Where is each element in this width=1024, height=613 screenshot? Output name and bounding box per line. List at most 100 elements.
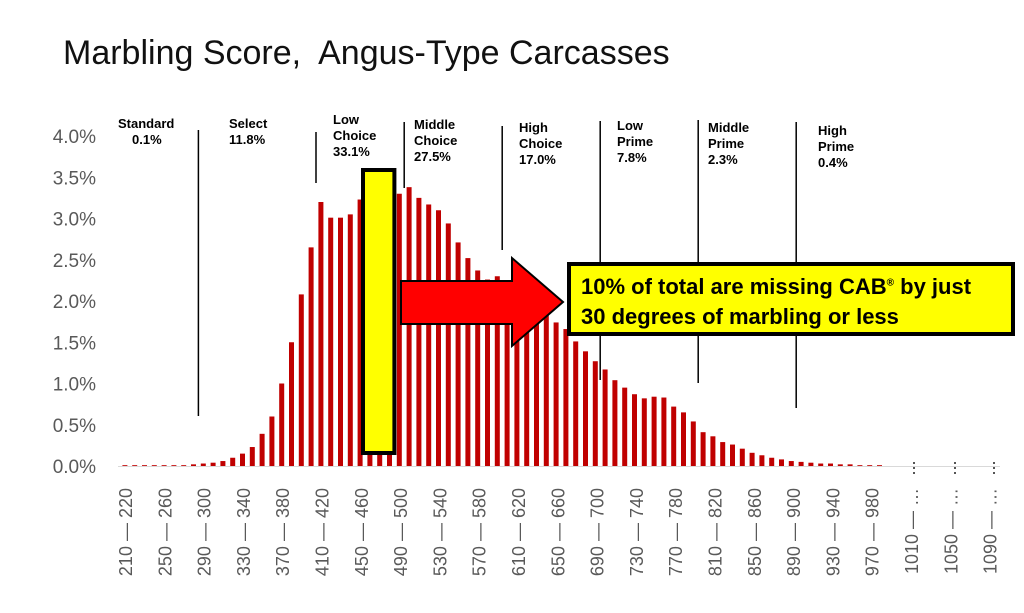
bar <box>269 416 275 466</box>
bar <box>710 436 716 466</box>
bar <box>749 452 755 466</box>
bar <box>338 217 343 466</box>
bar <box>171 465 177 466</box>
bar <box>132 465 138 466</box>
x-tick-label: 450 — 460 <box>352 488 372 576</box>
y-tick-label: 3.0% <box>53 210 96 231</box>
bar <box>769 457 775 466</box>
bar <box>298 294 304 466</box>
bar <box>798 461 804 466</box>
grade-band-percent: 17.0% <box>519 152 556 167</box>
bar <box>318 202 324 466</box>
x-tick-label: 410 — 420 <box>313 488 333 576</box>
bar <box>230 457 236 466</box>
x-tick-label: 850 — 860 <box>745 488 765 576</box>
grade-band-name: Select <box>229 116 268 131</box>
axes <box>118 462 1000 474</box>
bar <box>602 369 608 466</box>
y-tick-label: 1.0% <box>53 375 96 396</box>
bar <box>210 462 216 466</box>
bar <box>867 465 873 466</box>
y-tick-label: 4.0% <box>53 127 96 148</box>
x-tick-label: 570 — 580 <box>470 488 490 576</box>
bar <box>759 455 765 466</box>
bar <box>465 258 471 466</box>
grade-band-name: Choice <box>519 136 563 151</box>
bar <box>396 193 402 466</box>
bar <box>357 199 363 466</box>
bar <box>504 286 510 466</box>
grade-band-label: High Choice 17.0% <box>519 120 562 168</box>
y-tick-label: 1.5% <box>53 333 96 354</box>
bar <box>690 421 696 466</box>
grade-band-label: Middle Choice 27.5% <box>414 117 457 165</box>
bar <box>681 412 686 466</box>
x-tick-label: 1050 — … <box>941 488 961 574</box>
y-tick-label: 0.0% <box>53 457 96 478</box>
bar <box>122 465 128 466</box>
grade-band-label: Low Choice 33.1% <box>333 112 376 160</box>
grade-band-percent: 33.1% <box>333 144 370 159</box>
bar <box>328 217 334 466</box>
bar <box>475 270 481 466</box>
callout-line1-pre: 10% of total are missing CAB <box>581 274 887 299</box>
callout-registered-mark: ® <box>886 277 895 289</box>
grade-band-name: Low <box>333 112 359 127</box>
x-tick-label: 970 — 980 <box>863 488 883 576</box>
x-tick-label: 930 — 940 <box>823 488 843 576</box>
bar <box>249 447 255 466</box>
bar <box>847 464 853 466</box>
bar <box>700 432 706 466</box>
grade-band-label: Standard 0.1% <box>118 116 174 148</box>
arrow-shape <box>400 255 565 349</box>
grade-band-percent: 11.8% <box>229 132 266 147</box>
bar <box>837 464 843 466</box>
bar <box>622 387 628 466</box>
grade-band-label: High Prime 0.4% <box>818 123 854 171</box>
x-tick-label: 330 — 340 <box>234 488 254 576</box>
chart-title: Marbling Score, Angus-Type Carcasses <box>63 34 670 72</box>
x-tick-label: 730 — 740 <box>627 488 647 576</box>
bar <box>455 242 461 466</box>
bar-series <box>122 186 882 466</box>
x-tick-label: 610 — 620 <box>509 488 529 576</box>
grade-band-label: Middle Prime 2.3% <box>708 120 749 168</box>
grade-band-percent: 27.5% <box>414 149 451 164</box>
bar <box>563 329 569 466</box>
callout-line2: 30 degrees of marbling or less <box>581 304 899 329</box>
y-tick-label: 3.5% <box>53 168 96 189</box>
bar <box>485 279 490 466</box>
x-tick-label: 290 — 300 <box>195 488 215 576</box>
grade-band-name: High <box>818 123 847 138</box>
bar <box>436 210 441 466</box>
bar <box>651 396 657 466</box>
bar <box>181 465 187 466</box>
bar <box>534 301 539 466</box>
grade-band-name: Choice <box>414 133 458 148</box>
grade-band-label: Select 11.8% <box>229 116 267 148</box>
x-tick-label: 770 — 780 <box>666 488 686 576</box>
y-tick-label: 0.5% <box>53 416 96 437</box>
bar <box>524 288 530 466</box>
x-tick-label: 1010 — … <box>902 488 922 574</box>
y-tick-label: 2.0% <box>53 292 96 313</box>
x-tick-label: 490 — 500 <box>391 488 411 576</box>
x-tick-label: 650 — 660 <box>548 488 568 576</box>
bar <box>191 464 196 466</box>
bar <box>445 223 451 466</box>
x-tick-label: 250 — 260 <box>155 488 175 576</box>
bar <box>161 465 167 466</box>
x-tick-label: 810 — 820 <box>706 488 726 576</box>
bar <box>416 197 422 466</box>
grade-band-name: High <box>519 120 548 135</box>
grade-band-percent: 7.8% <box>617 150 647 165</box>
grade-band-name: Choice <box>333 128 377 143</box>
bar <box>543 310 549 466</box>
grade-band-name: Standard <box>118 116 175 131</box>
highlight-rect <box>361 168 397 455</box>
bar <box>720 442 726 466</box>
x-tick-label: 690 — 700 <box>588 488 608 576</box>
bar <box>779 459 784 466</box>
bar <box>494 276 500 466</box>
